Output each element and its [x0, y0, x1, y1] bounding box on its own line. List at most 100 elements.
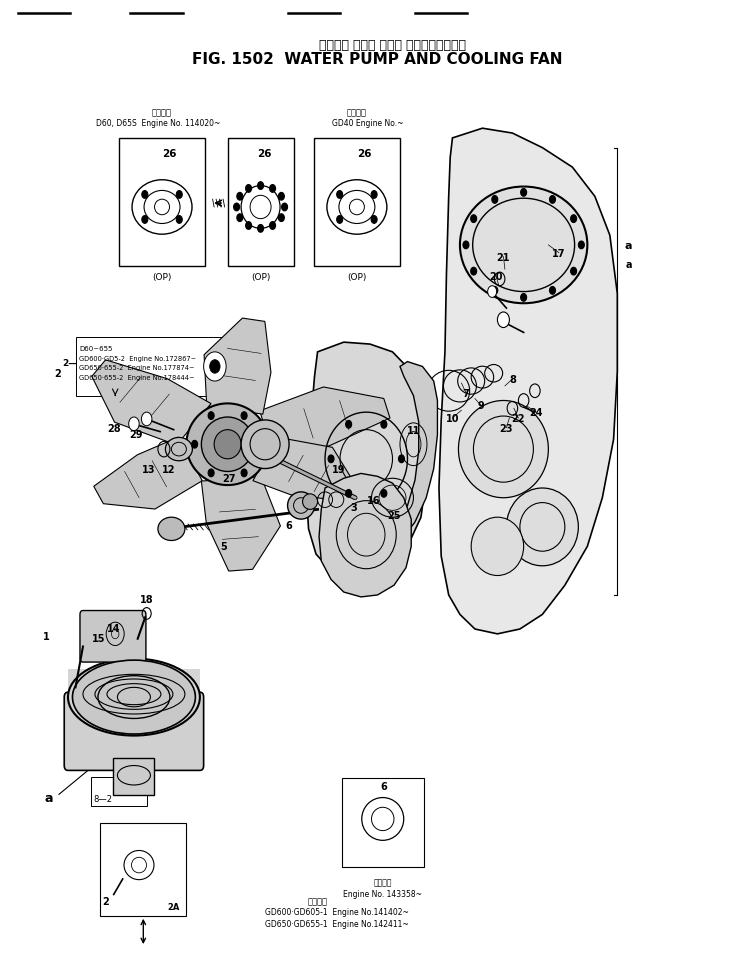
Circle shape [204, 353, 226, 382]
Circle shape [257, 226, 263, 233]
Text: ウォータ ポンプ および クーリングファン: ウォータ ポンプ および クーリングファン [319, 39, 466, 52]
Bar [341, 778, 424, 868]
Circle shape [208, 470, 214, 478]
Ellipse shape [288, 492, 315, 520]
Bar [76, 338, 237, 397]
Polygon shape [319, 474, 411, 597]
Polygon shape [204, 319, 271, 415]
Circle shape [245, 186, 251, 193]
Circle shape [270, 186, 276, 193]
Text: 17: 17 [552, 248, 565, 258]
Text: (OP): (OP) [153, 274, 171, 282]
Circle shape [337, 216, 343, 224]
Ellipse shape [303, 494, 318, 510]
Text: 25: 25 [387, 511, 401, 521]
Circle shape [142, 216, 148, 224]
Circle shape [237, 215, 243, 223]
Circle shape [142, 191, 148, 199]
Bar [227, 139, 294, 267]
Polygon shape [384, 362, 437, 552]
Ellipse shape [202, 417, 254, 472]
Text: a: a [625, 240, 633, 251]
Bar [113, 758, 154, 795]
Bar [314, 139, 400, 267]
Text: FIG. 1502  WATER PUMP AND COOLING FAN: FIG. 1502 WATER PUMP AND COOLING FAN [193, 52, 562, 66]
Text: a: a [625, 260, 632, 270]
Text: 13: 13 [142, 464, 156, 474]
FancyBboxPatch shape [64, 693, 204, 771]
Text: GD650·655-2  Engine No.178444~: GD650·655-2 Engine No.178444~ [79, 375, 195, 381]
Polygon shape [202, 477, 280, 572]
Circle shape [346, 489, 352, 497]
Circle shape [399, 455, 405, 463]
Ellipse shape [458, 402, 548, 498]
Text: 10: 10 [445, 413, 459, 424]
Circle shape [578, 241, 584, 249]
Text: 27: 27 [223, 474, 236, 484]
Circle shape [371, 216, 377, 224]
Text: 1: 1 [43, 631, 50, 641]
Text: Engine No. 143358~: Engine No. 143358~ [344, 889, 422, 899]
Circle shape [270, 223, 276, 231]
Text: 3: 3 [350, 503, 357, 513]
Circle shape [550, 196, 556, 204]
Text: (OP): (OP) [251, 274, 270, 282]
Circle shape [371, 191, 377, 199]
Circle shape [245, 223, 251, 231]
Text: 2: 2 [54, 369, 61, 379]
Polygon shape [94, 438, 202, 509]
Text: 16: 16 [367, 495, 381, 505]
Text: 7: 7 [463, 388, 470, 399]
Circle shape [282, 204, 288, 212]
Text: 2A: 2A [168, 902, 180, 912]
Ellipse shape [165, 438, 193, 461]
Text: 21: 21 [497, 252, 510, 262]
Text: 適用号機: 適用号機 [307, 896, 328, 906]
Text: D60, D65S  Engine No. 114020~: D60, D65S Engine No. 114020~ [96, 119, 220, 128]
Circle shape [337, 191, 343, 199]
Text: 14: 14 [107, 623, 121, 633]
Circle shape [470, 268, 476, 276]
Text: 適用号機: 適用号機 [152, 108, 172, 117]
Text: GD600·GD605-1  Engine No.141402~: GD600·GD605-1 Engine No.141402~ [265, 907, 409, 916]
Polygon shape [260, 388, 390, 460]
Text: 6: 6 [285, 521, 292, 531]
Text: GD650·655-2  Engine No.177874~: GD650·655-2 Engine No.177874~ [79, 365, 195, 371]
Bar [68, 669, 200, 734]
Circle shape [176, 191, 182, 199]
Text: 8: 8 [509, 375, 516, 385]
Circle shape [463, 241, 469, 249]
Text: 15: 15 [92, 633, 106, 643]
Bar [119, 139, 205, 267]
Polygon shape [92, 361, 211, 446]
Ellipse shape [158, 518, 185, 541]
Circle shape [328, 455, 334, 463]
Ellipse shape [68, 658, 200, 736]
Text: 2—: 2— [63, 359, 78, 367]
Ellipse shape [507, 488, 578, 567]
Text: 19: 19 [331, 464, 345, 474]
Bar [100, 824, 186, 916]
Text: 18: 18 [140, 594, 153, 604]
Circle shape [128, 417, 139, 431]
Text: GD600·GD5-2  Engine No.172867~: GD600·GD5-2 Engine No.172867~ [79, 356, 196, 361]
Text: D60~655: D60~655 [79, 346, 112, 352]
Text: 2: 2 [103, 896, 109, 907]
Text: 12: 12 [162, 464, 176, 474]
Text: 5: 5 [220, 542, 227, 552]
Circle shape [488, 286, 497, 298]
Ellipse shape [471, 518, 524, 575]
Text: 23: 23 [500, 423, 513, 433]
Text: 適用号機: 適用号機 [374, 878, 392, 887]
Text: 24: 24 [529, 407, 543, 418]
Circle shape [550, 287, 556, 295]
Text: GD650·GD655-1  Engine No.142411~: GD650·GD655-1 Engine No.142411~ [265, 918, 409, 927]
Circle shape [279, 215, 285, 223]
Text: a: a [45, 791, 54, 804]
Polygon shape [439, 129, 618, 634]
Circle shape [192, 441, 198, 448]
Circle shape [470, 216, 476, 224]
Circle shape [141, 412, 152, 426]
Circle shape [498, 313, 510, 328]
Ellipse shape [241, 420, 289, 469]
